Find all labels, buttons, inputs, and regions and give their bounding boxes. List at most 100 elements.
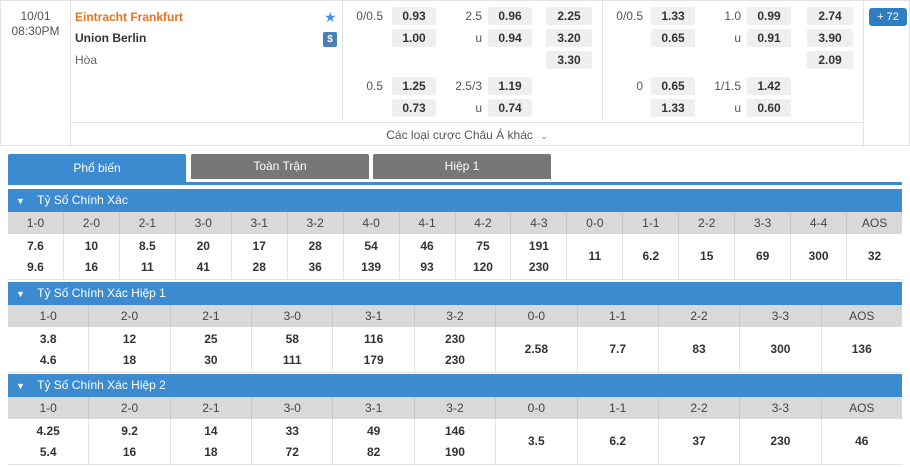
- odds-value[interactable]: 37: [692, 434, 706, 448]
- ft-hdp-away-2[interactable]: 0.73: [392, 99, 436, 117]
- odds-value[interactable]: 230: [444, 352, 465, 367]
- odds-value[interactable]: 12: [122, 331, 137, 346]
- ft-hdp-home-1[interactable]: 0.93: [392, 7, 436, 25]
- h1-hdp-away-2[interactable]: 1.33: [651, 99, 695, 117]
- odds-value[interactable]: 9.2: [121, 423, 138, 438]
- ft-1x2-away[interactable]: 3.20: [546, 29, 592, 47]
- odds-value[interactable]: 69: [755, 249, 770, 263]
- ft-ou-over-2[interactable]: 1.19: [488, 77, 532, 95]
- ft-ou-over-1[interactable]: 0.96: [488, 7, 532, 25]
- ft-ou-under-2[interactable]: 0.74: [488, 99, 532, 117]
- favorite-star-icon[interactable]: ★: [324, 9, 337, 25]
- odds-value[interactable]: 11: [141, 259, 154, 274]
- odds-value[interactable]: 146: [444, 423, 465, 438]
- odds-value[interactable]: 230: [528, 259, 549, 274]
- h1-1x2-away[interactable]: 3.90: [807, 29, 853, 47]
- ft-hdp-home-2[interactable]: 1.25: [392, 77, 436, 95]
- odds-value[interactable]: 136: [851, 342, 872, 356]
- tab-first-half[interactable]: Hiệp 1: [373, 154, 551, 179]
- h1-ou-over-1[interactable]: 0.99: [747, 7, 791, 25]
- odds-value[interactable]: 7.6: [27, 238, 44, 253]
- dollar-icon[interactable]: $: [323, 32, 337, 47]
- odds-value[interactable]: 3.8: [39, 331, 57, 346]
- odds-value[interactable]: 83: [692, 342, 706, 356]
- ft-ou-under-1[interactable]: 0.94: [488, 29, 532, 47]
- more-asian-bets-toggle[interactable]: Các loại cược Châu Á khác ⌄: [71, 122, 863, 147]
- h1-ou-over-2[interactable]: 1.42: [747, 77, 791, 95]
- odds-value[interactable]: 16: [122, 444, 137, 459]
- odds-value[interactable]: 41: [196, 259, 210, 274]
- odds-value[interactable]: 54: [364, 238, 378, 253]
- odds-value[interactable]: 14: [204, 423, 218, 438]
- odds-value[interactable]: 32: [867, 249, 882, 263]
- away-team[interactable]: Union Berlin: [75, 31, 147, 45]
- odds-value[interactable]: 20: [196, 238, 210, 253]
- section-header[interactable]: ▼ Tỷ Số Chính Xác Hiệp 1: [8, 282, 902, 305]
- odds-value[interactable]: 18: [122, 352, 137, 367]
- odds-value[interactable]: 75: [476, 238, 490, 253]
- odds-value[interactable]: 36: [308, 259, 322, 274]
- section-correct-score-h1: ▼ Tỷ Số Chính Xác Hiệp 1 1-0 2-0 2-1 3-0 3-1…: [8, 282, 902, 373]
- odds-value[interactable]: 116: [363, 331, 384, 346]
- odds-value[interactable]: 82: [366, 444, 381, 459]
- odds-value[interactable]: 46: [420, 238, 434, 253]
- odds-value[interactable]: 6.2: [609, 434, 627, 448]
- odds-value[interactable]: 230: [770, 434, 791, 448]
- odds-value[interactable]: 230: [444, 331, 465, 346]
- home-team[interactable]: Eintracht Frankfurt: [75, 10, 184, 24]
- score-header-cell: 4-0: [344, 212, 400, 234]
- odds-value[interactable]: 93: [420, 259, 434, 274]
- score-header-row: 1-0 2-0 2-1 3-0 3-1 3-2 4-0 4-1 4-2 4-3 0-0 1-1 2-2 3…: [8, 212, 902, 234]
- odds-value[interactable]: 7.7: [609, 342, 627, 356]
- h1-hdp-home-1[interactable]: 1.33: [651, 7, 695, 25]
- h1-hdp-home-2[interactable]: 0.65: [651, 77, 695, 95]
- section-header[interactable]: ▼ Tỷ Số Chính Xác: [8, 189, 902, 212]
- odds-value[interactable]: 4.6: [39, 352, 57, 367]
- odds-value[interactable]: 58: [285, 331, 299, 346]
- odds-value[interactable]: 15: [700, 249, 714, 263]
- odds-value[interactable]: 18: [204, 444, 218, 459]
- odds-value[interactable]: 120: [472, 259, 493, 274]
- odds-value[interactable]: 190: [444, 444, 465, 459]
- odds-value[interactable]: 25: [204, 331, 218, 346]
- odds-value[interactable]: 28: [308, 238, 322, 253]
- odds-value[interactable]: 300: [770, 342, 791, 356]
- odds-value[interactable]: 33: [285, 423, 299, 438]
- odds-value[interactable]: 179: [363, 352, 384, 367]
- h1-ou-under-2[interactable]: 0.60: [747, 99, 791, 117]
- odds-cell: 12 18: [89, 327, 171, 372]
- odds-value[interactable]: 17: [252, 238, 266, 253]
- odds-value[interactable]: 46: [855, 434, 869, 448]
- odds-value[interactable]: 10: [84, 238, 99, 253]
- tab-popular[interactable]: Phổ biến: [8, 154, 186, 182]
- section-header[interactable]: ▼ Tỷ Số Chính Xác Hiệp 2: [8, 374, 902, 397]
- odds-value[interactable]: 4.25: [36, 423, 60, 438]
- odds-value[interactable]: 191: [528, 238, 549, 253]
- tab-full-time[interactable]: Toàn Trận: [191, 154, 369, 179]
- odds-value[interactable]: 300: [808, 249, 829, 263]
- odds-value[interactable]: 49: [366, 423, 381, 438]
- odds-cell: 17 28: [232, 234, 288, 279]
- h1-hdp-away-1[interactable]: 0.65: [651, 29, 695, 47]
- odds-value[interactable]: 5.4: [39, 444, 57, 459]
- h1-1x2-draw[interactable]: 2.09: [807, 51, 853, 69]
- odds-value[interactable]: 11: [588, 249, 602, 263]
- ft-hdp-away-1[interactable]: 1.00: [392, 29, 436, 47]
- odds-value[interactable]: 111: [282, 352, 302, 367]
- teams-cell: Eintracht Frankfurt Union Berlin Hòa ★ $: [71, 1, 343, 121]
- odds-value[interactable]: 16: [84, 259, 99, 274]
- more-markets-button[interactable]: + 72: [869, 8, 907, 26]
- odds-value[interactable]: 3.5: [527, 434, 545, 448]
- odds-value[interactable]: 8.5: [139, 238, 156, 253]
- h1-ou-under-1[interactable]: 0.91: [747, 29, 791, 47]
- odds-value[interactable]: 139: [361, 259, 382, 274]
- odds-value[interactable]: 30: [204, 352, 218, 367]
- ft-1x2-home[interactable]: 2.25: [546, 7, 592, 25]
- h1-1x2-home[interactable]: 2.74: [807, 7, 853, 25]
- odds-value[interactable]: 6.2: [642, 249, 660, 263]
- odds-value[interactable]: 72: [285, 444, 299, 459]
- odds-value[interactable]: 9.6: [27, 259, 44, 274]
- ft-1x2-draw[interactable]: 3.30: [546, 51, 592, 69]
- odds-value[interactable]: 2.58: [524, 342, 549, 356]
- odds-value[interactable]: 28: [252, 259, 266, 274]
